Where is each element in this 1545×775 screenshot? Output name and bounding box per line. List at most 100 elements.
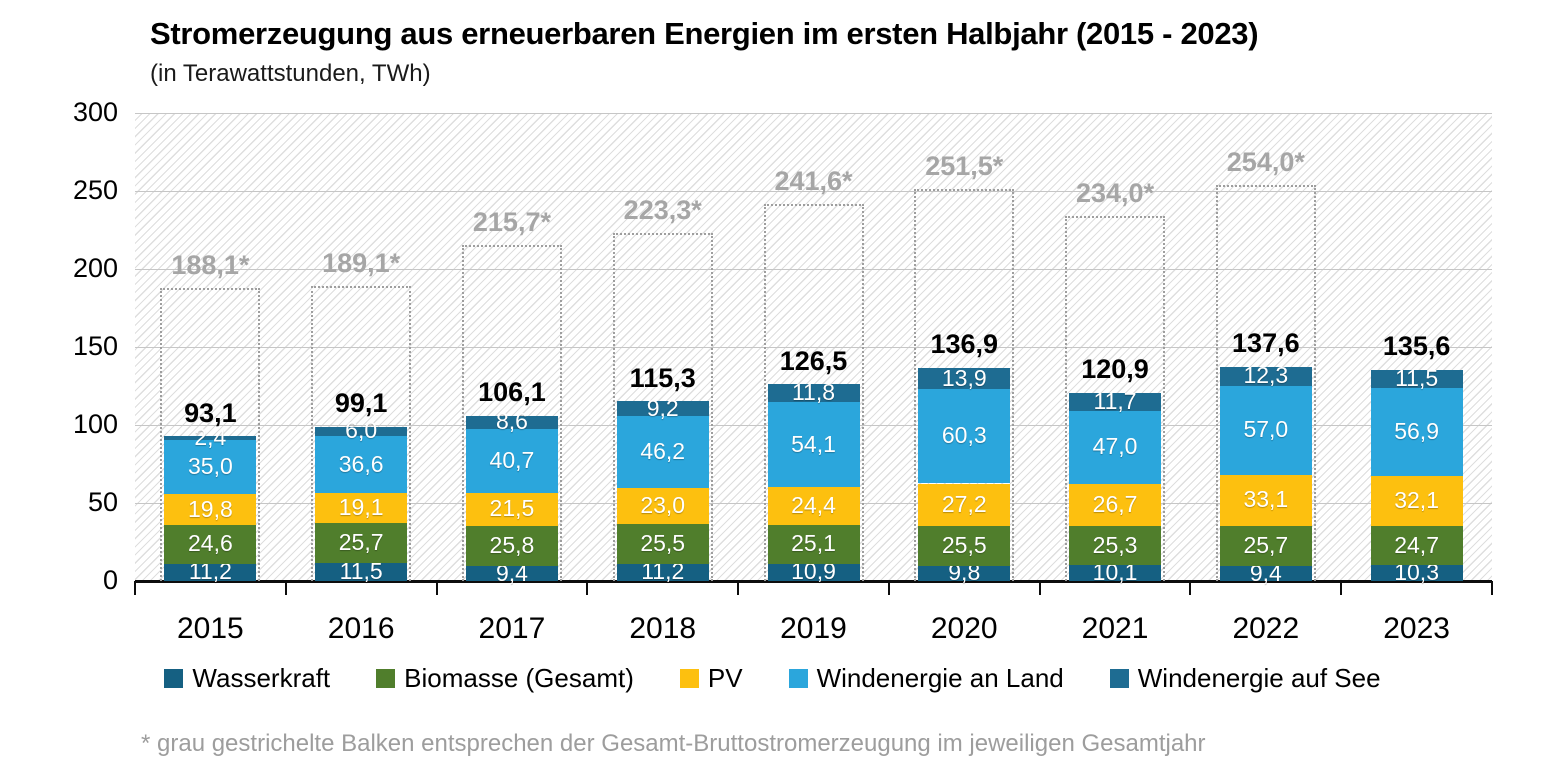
segment-value-label: 54,1 [791,430,836,457]
bar-segment [164,494,257,526]
axis-tick [737,581,740,595]
bar-segment [767,563,860,581]
bar-segment [767,524,860,564]
total-label: 135,6 [1382,331,1451,362]
bar-segment [465,526,558,567]
axis-tick [586,581,589,595]
bar-segment [1069,392,1162,411]
bar-segment [315,436,408,494]
total-label: 99,1 [334,388,388,419]
bar-segment [1370,476,1463,527]
legend: Wasserkraft Biomasse (Gesamt) PV Windenergi… [0,663,1545,694]
bar-segment [1069,484,1162,526]
bar-segment [1069,525,1162,566]
bar-segment [616,563,709,581]
total-label: 120,9 [1081,354,1149,385]
bar-segment [315,563,408,581]
bar-segment [315,493,408,523]
bar-segment [616,415,709,488]
annual-gross-outline [763,204,864,581]
annual-gross-outline [311,286,412,581]
annual-gross-outline [612,232,713,581]
year-label: 2018 [629,612,697,645]
year-label: 2020 [930,612,998,645]
year-label: 2015 [177,612,244,645]
legend-swatch [164,669,184,688]
chart-title: Stromerzeugung aus erneuerbaren Energien… [150,16,1259,51]
bar-segment [767,402,860,487]
bar-segment [767,486,860,525]
segment-value-label: 19,1 [338,494,384,521]
segment-value-label: 8,6 [495,408,528,435]
bar-segment [465,492,558,527]
annual-gross-label: 189,1* [322,248,401,278]
bar-segment [918,483,1011,526]
segment-value-label: 32,1 [1394,487,1439,514]
segment-value-label: 57,0 [1243,416,1289,443]
legend-swatch [679,669,699,688]
segment-value-label: 46,2 [640,437,686,464]
annual-gross-label: 254,0* [1226,146,1305,177]
bar-segment [164,563,257,581]
legend-label: Wasserkraft [192,663,331,693]
segment-value-label: 12,3 [1243,362,1289,389]
segment-value-label: 25,1 [791,530,836,557]
segment-value-label: 26,7 [1092,490,1138,517]
axis-tick [134,581,136,595]
annual-gross-outline [1065,215,1166,581]
bar-segment [1219,526,1312,567]
segment-value-label: 25,5 [941,531,987,558]
bar-segment [1069,565,1162,581]
legend-item: Wasserkraft [164,663,330,694]
y-axis-label: 0 [102,565,118,595]
legend-item: Biomasse (Gesamt) [376,663,634,694]
year-label: 2017 [478,612,546,645]
legend-swatch [376,669,396,688]
segment-value-label: 24,4 [791,491,836,518]
segment-value-label: 11,5 [1395,364,1439,391]
annual-gross-label: 241,6* [774,166,853,197]
segment-value-label: 9,2 [646,394,679,421]
year-label: 2022 [1232,612,1300,645]
total-label: 136,9 [930,329,999,360]
year-label: 2019 [780,612,847,645]
legend-item: PV [679,663,743,694]
segment-value-label: 47,0 [1092,433,1138,460]
legend-swatch [1109,669,1129,688]
bar-segment [1219,566,1312,581]
annual-gross-label: 223,3* [623,194,702,225]
y-axis-label: 250 [72,175,118,205]
bar-segment [918,525,1011,566]
legend-swatch [788,669,808,688]
legend-label: Windenergie auf See [1137,663,1381,693]
bar-segment [1370,564,1463,581]
axis-tick [1491,581,1493,595]
year-label: 2023 [1383,612,1450,645]
total-label: 106,1 [478,377,546,408]
bar-segment [1219,474,1312,527]
grid-line [135,113,1492,114]
axis-tick [435,581,438,595]
segment-value-label: 35,0 [187,452,233,479]
segment-value-label: 56,9 [1394,417,1439,444]
x-axis-line [135,580,1492,583]
bar-segment [465,566,558,581]
axis-tick [1340,581,1343,595]
legend-label: Biomasse (Gesamt) [404,663,634,693]
y-axis-label: 150 [72,331,118,361]
segment-value-label: 13,9 [941,364,987,391]
axis-tick [887,581,890,595]
bar-segment [1219,366,1312,386]
segment-value-label: 24,7 [1394,531,1439,558]
bar-segment [616,487,709,524]
segment-value-label: 27,2 [941,490,987,517]
segment-value-label: 60,3 [941,422,987,449]
chart-subtitle: (in Terawattstunden, TWh) [150,60,431,87]
legend-label: Windenergie an Land [816,663,1064,693]
segment-value-label: 25,8 [489,532,535,559]
bar-segment [616,401,709,416]
bar-segment [1219,385,1312,475]
bar-segment [164,525,257,564]
total-label: 115,3 [629,363,696,394]
year-label: 2016 [327,612,395,645]
